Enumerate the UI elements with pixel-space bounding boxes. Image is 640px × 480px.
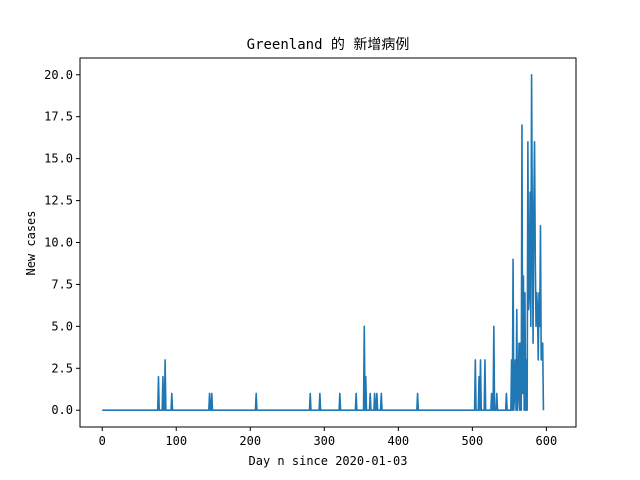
y-tick-label: 20.0	[44, 68, 73, 82]
x-tick-label: 0	[99, 434, 106, 448]
x-tick-label: 200	[239, 434, 261, 448]
y-tick-label: 2.5	[51, 361, 73, 375]
x-tick-label: 400	[387, 434, 409, 448]
y-tick-label: 5.0	[51, 319, 73, 333]
y-tick-label: 15.0	[44, 152, 73, 166]
x-axis: 0 100 200 300 400 500 600	[99, 427, 558, 448]
x-tick-label: 100	[165, 434, 187, 448]
y-tick-label: 10.0	[44, 236, 73, 250]
y-axis: 0.0 2.5 5.0 7.5 10.0 12.5 15.0 17.5 20.0	[44, 68, 80, 417]
y-tick-label: 7.5	[51, 277, 73, 291]
x-tick-label: 600	[536, 434, 558, 448]
y-tick-label: 12.5	[44, 194, 73, 208]
x-tick-label: 500	[462, 434, 484, 448]
y-tick-label: 0.0	[51, 403, 73, 417]
series-line	[102, 73, 545, 412]
data-line-group	[102, 73, 545, 412]
x-axis-label: Day n since 2020-01-03	[249, 454, 408, 468]
chart-title: Greenland 的 新增病例	[247, 37, 410, 53]
x-tick-label: 300	[313, 434, 335, 448]
y-axis-label: New cases	[24, 210, 38, 275]
y-tick-label: 17.5	[44, 110, 73, 124]
